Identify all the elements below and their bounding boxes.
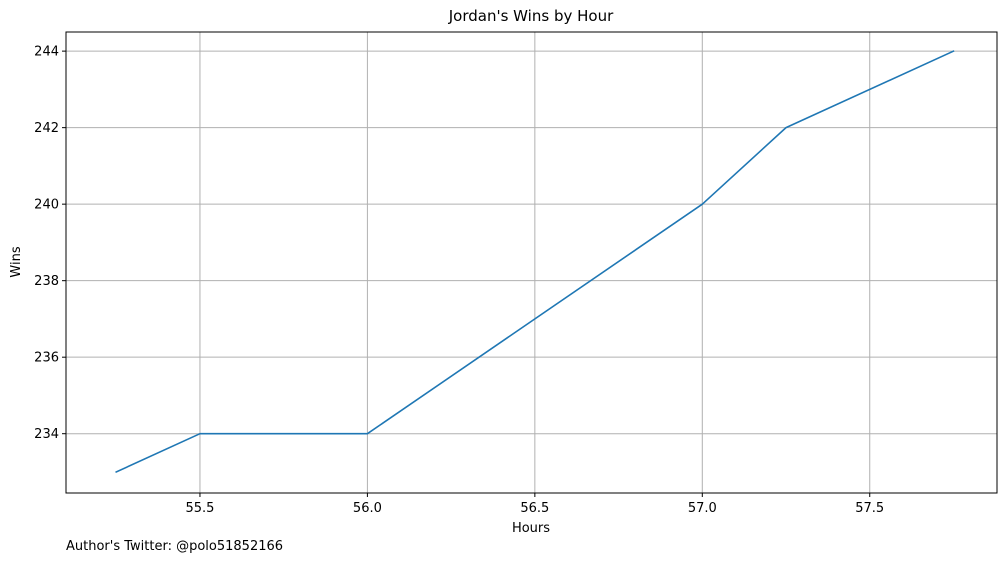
y-axis-label: Wins [9, 246, 24, 277]
x-axis-label: Hours [512, 521, 550, 536]
y-tick-label: 242 [34, 121, 59, 136]
y-tick-label: 238 [34, 274, 59, 289]
y-tick-label: 234 [34, 427, 59, 442]
axes-frame [65, 31, 998, 494]
x-tick-label: 56.0 [353, 501, 382, 516]
chart-title: Jordan's Wins by Hour [448, 7, 614, 25]
grid-layer [66, 32, 997, 493]
x-tick-label: 57.5 [855, 501, 884, 516]
tick-layer: 55.5 56.0 56.5 57.0 57.5 234 236 238 240 242 244 [34, 45, 884, 516]
x-tick-label: 55.5 [185, 501, 214, 516]
series-line [115, 50, 955, 474]
x-tick-label: 56.5 [520, 501, 549, 516]
x-tick-label: 57.0 [688, 501, 717, 516]
y-tick-label: 244 [34, 45, 59, 60]
series-layer [115, 50, 955, 474]
y-tick-label: 236 [34, 351, 59, 366]
author-twitter-note: Author's Twitter: @polo51852166 [66, 539, 283, 554]
y-tick-label: 240 [34, 198, 59, 213]
